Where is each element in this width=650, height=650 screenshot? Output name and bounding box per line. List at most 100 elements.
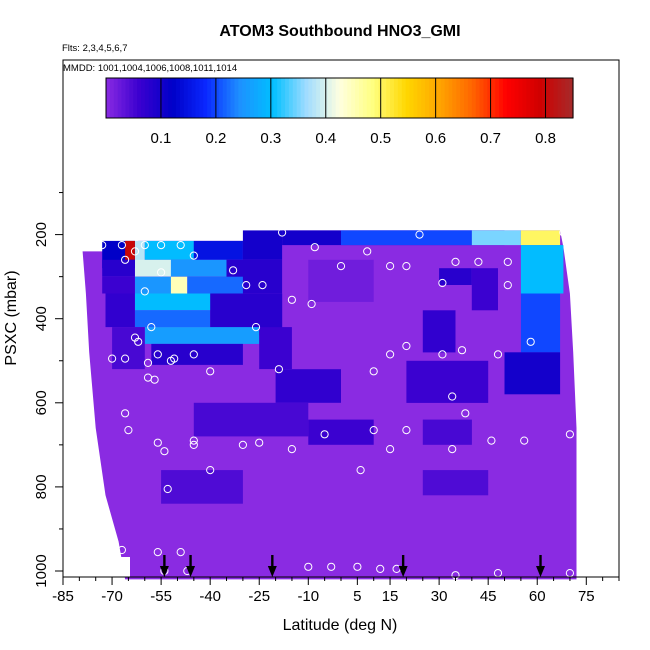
- observation-point: [121, 354, 130, 363]
- colorbar-segment: [495, 78, 500, 118]
- colorbar-segment: [460, 78, 465, 118]
- plot-area: [81, 228, 577, 580]
- colorbar-segment: [534, 78, 539, 118]
- heatmap-cell: [308, 419, 374, 445]
- colorbar-tick-label: 0.8: [535, 130, 556, 147]
- heatmap-cell: [135, 259, 171, 277]
- colorbar-segment: [172, 78, 177, 118]
- heatmap-cell: [341, 230, 472, 246]
- observation-point: [520, 436, 529, 445]
- heatmap-cell: [520, 293, 561, 353]
- heatmap-cell: [135, 293, 227, 311]
- observation-point: [369, 367, 378, 376]
- observation-point: [304, 562, 313, 571]
- observation-point: [153, 438, 162, 447]
- observation-point: [255, 438, 264, 447]
- observation-point: [176, 241, 185, 250]
- colorbar-segment: [308, 78, 313, 118]
- heatmap-cell: [135, 310, 211, 328]
- profile-arrow-head: [159, 566, 169, 577]
- observation-point: [386, 262, 395, 271]
- colorbar-segment: [273, 78, 278, 118]
- colorbar-segment: [214, 78, 220, 118]
- observation-point: [565, 430, 575, 439]
- observation-point: [117, 241, 127, 250]
- colorbar-segment: [141, 78, 146, 118]
- observation-point: [386, 350, 395, 359]
- heatmap-cell: [193, 402, 309, 437]
- colorbar-segment: [199, 78, 204, 118]
- observation-point: [503, 257, 512, 266]
- colorbar-segment: [222, 78, 228, 118]
- colorbar-segment: [397, 78, 403, 118]
- observation-point: [402, 262, 411, 271]
- observation-point: [386, 445, 395, 454]
- colorbar-segment: [203, 78, 208, 118]
- colorbar-segment: [358, 78, 364, 118]
- colorbar-segment: [156, 78, 162, 118]
- observation-point: [402, 426, 411, 435]
- colorbar-segment: [176, 78, 181, 118]
- x-tick-label: 15: [382, 588, 399, 605]
- observation-point: [111, 545, 120, 555]
- colorbar-segment: [425, 78, 430, 118]
- x-tick-label: -10: [297, 588, 319, 605]
- observation-point: [108, 354, 117, 363]
- observation-point: [369, 426, 378, 435]
- observation-point: [438, 350, 447, 359]
- heatmap-cell: [135, 276, 171, 294]
- x-tick-label: 75: [578, 588, 595, 605]
- colorbar-segment: [164, 78, 169, 118]
- colorbar-segment: [475, 78, 481, 118]
- x-tick-label: -85: [52, 588, 74, 605]
- observation-point: [310, 243, 319, 252]
- profile-arrow-head: [186, 566, 196, 577]
- observation-point: [251, 323, 261, 332]
- y-tick-label: 400: [33, 306, 50, 331]
- heatmap-cell: [144, 327, 260, 344]
- observation-point: [153, 548, 162, 557]
- observation-point: [415, 230, 424, 239]
- colorbar-segment: [549, 78, 555, 118]
- observation-point: [157, 268, 166, 277]
- colorbar-segment: [499, 78, 504, 118]
- observation-point: [189, 440, 198, 449]
- observation-point: [258, 281, 267, 290]
- colorbar-segment: [479, 78, 485, 118]
- colorbar-segment: [561, 78, 566, 118]
- observation-point: [121, 255, 130, 264]
- colorbar-segment: [207, 78, 212, 118]
- colorbar-segment: [390, 78, 395, 118]
- colorbar-segment: [448, 78, 453, 118]
- x-tick-label: -40: [199, 588, 221, 605]
- observation-point: [238, 440, 247, 449]
- colorbar-segment: [436, 78, 442, 118]
- heatmap-cell: [193, 240, 243, 260]
- heatmap-cell: [102, 259, 135, 277]
- colorbar-segment: [569, 78, 574, 118]
- observation-point: [229, 266, 238, 275]
- colorbar-segment: [261, 78, 267, 118]
- observation-point: [278, 228, 287, 237]
- colorbar-segment: [440, 78, 446, 118]
- colorbar-segment: [304, 78, 309, 118]
- colorbar-segment: [191, 78, 197, 118]
- heatmap-cell: [422, 419, 472, 445]
- colorbar-segment: [331, 78, 337, 118]
- colorbar-segment: [413, 78, 418, 118]
- colorbar-tick-label: 0.5: [370, 130, 391, 147]
- colorbar-segment: [366, 78, 372, 118]
- observation-point: [157, 241, 166, 250]
- observation-point: [336, 262, 346, 271]
- colorbar-segment: [320, 78, 325, 118]
- colorbar-segment: [230, 78, 236, 118]
- colorbar-segment: [432, 78, 438, 118]
- colorbar-segment: [168, 78, 173, 118]
- heatmap-cell: [471, 268, 498, 311]
- colorbar-segment: [429, 78, 434, 118]
- observation-point: [140, 287, 149, 296]
- colorbar-segment: [405, 78, 411, 118]
- profile-arrow: [159, 555, 169, 577]
- colorbar-segment: [211, 78, 216, 118]
